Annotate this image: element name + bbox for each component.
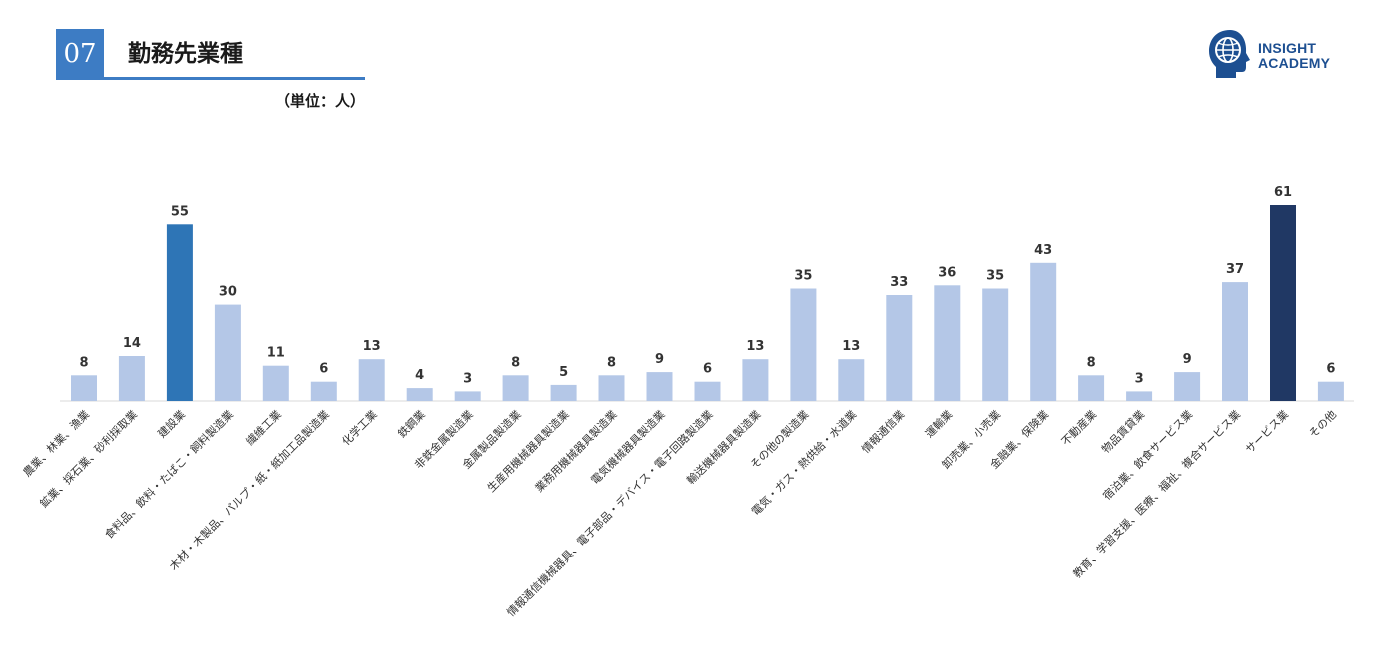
bar [1174, 372, 1201, 401]
bar [1270, 205, 1296, 401]
category-label: 不動産業 [1058, 407, 1099, 448]
data-label: 6 [703, 362, 712, 377]
section-number: 07 [56, 29, 104, 79]
category-label: 化学工業 [339, 407, 380, 448]
category-label: 生産用機械器具製造業 [484, 407, 572, 495]
category-label: 宿泊業、飲食サービス業 [1100, 407, 1195, 502]
category-label: 建設業 [155, 407, 188, 440]
category-label: 教育、学習支援、医療、福祉、複合サービス業 [1070, 407, 1243, 580]
category-label: 情報通信業 [859, 408, 907, 456]
bar [838, 359, 865, 401]
page-title: 勤務先業種 [128, 41, 243, 67]
bar [742, 359, 769, 401]
data-label: 6 [1326, 362, 1335, 377]
data-label: 8 [79, 355, 88, 370]
bar [454, 391, 481, 401]
title-underline [56, 77, 365, 80]
data-label: 14 [123, 336, 141, 351]
category-label: 鉄鋼業 [395, 407, 428, 440]
category-label: 物品賃貸業 [1098, 407, 1147, 456]
bar [1317, 381, 1344, 401]
category-label: サービス業 [1243, 408, 1291, 456]
data-label: 13 [363, 339, 381, 354]
data-label: 35 [986, 269, 1004, 284]
data-label: 8 [607, 355, 616, 370]
data-label: 36 [938, 265, 956, 280]
data-label: 8 [511, 355, 520, 370]
data-label: 33 [890, 275, 908, 290]
data-label: 13 [746, 339, 764, 354]
data-label: 37 [1226, 262, 1244, 277]
category-label: 業務用機械器具製造業 [532, 407, 620, 495]
bar [646, 372, 673, 401]
bar [262, 365, 289, 401]
logo-line-1: INSIGHT [1258, 40, 1317, 56]
category-label: 鉱業、採石業、砂利採取業 [37, 407, 140, 510]
data-label: 3 [463, 371, 472, 386]
logo-line-2: ACADEMY [1258, 55, 1331, 71]
bar [310, 381, 337, 401]
bar [71, 375, 97, 401]
data-label: 4 [415, 368, 424, 383]
unit-label: （単位：人） [274, 92, 365, 110]
data-label: 43 [1034, 243, 1052, 258]
category-label: 繊維工業 [244, 408, 284, 448]
bar [934, 285, 961, 401]
bar [166, 224, 193, 401]
bar [694, 381, 721, 401]
data-label: 6 [319, 362, 328, 377]
data-label: 5 [559, 365, 568, 380]
category-label: 運輸業 [922, 407, 955, 440]
bar [1030, 262, 1057, 401]
data-label: 3 [1135, 371, 1144, 386]
bar [502, 375, 529, 401]
bar [886, 295, 913, 401]
insight-academy-logo: INSIGHT ACADEMY [1206, 28, 1346, 84]
bar [118, 356, 145, 401]
category-label: 木材・木製品、パルプ・紙・紙加工品製造業 [166, 407, 331, 572]
data-label: 30 [219, 285, 237, 300]
data-label: 8 [1087, 355, 1096, 370]
bar [406, 388, 433, 401]
bar [358, 359, 385, 401]
bar [1078, 375, 1105, 401]
bar [214, 304, 241, 401]
data-label: 61 [1274, 185, 1292, 200]
data-label: 13 [842, 339, 860, 354]
bar [598, 375, 625, 401]
data-label: 9 [1183, 352, 1192, 367]
bar [550, 384, 577, 401]
data-label: 9 [655, 352, 664, 367]
data-label: 35 [794, 269, 812, 284]
head-globe-icon [1209, 30, 1250, 78]
data-label: 55 [171, 204, 189, 219]
category-label: その他 [1306, 408, 1339, 441]
bar [790, 288, 817, 401]
bar [982, 288, 1009, 401]
bar [1222, 282, 1248, 401]
bar [1126, 391, 1153, 401]
data-label: 11 [267, 346, 285, 361]
